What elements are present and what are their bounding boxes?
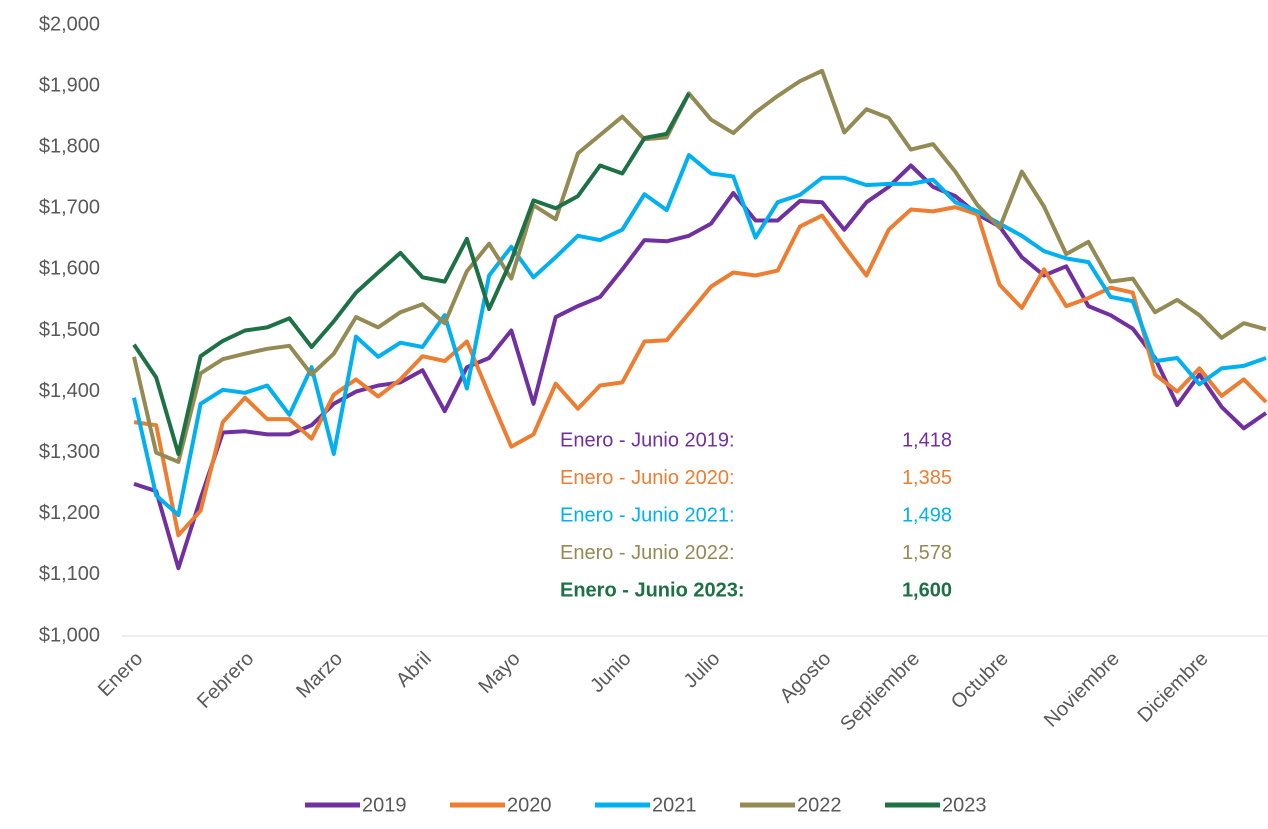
legend-label: 2019 <box>362 794 407 816</box>
y-tick-label: $1,300 <box>39 441 100 463</box>
x-tick-label: Mayo <box>474 648 524 698</box>
x-tick-label: Agosto <box>776 648 836 708</box>
y-tick-label: $1,100 <box>39 563 100 585</box>
y-tick-label: $1,400 <box>39 380 100 402</box>
legend-label: 2022 <box>797 794 842 816</box>
x-tick-label: Julio <box>680 648 725 693</box>
y-tick-label: $1,700 <box>39 197 100 219</box>
x-tick-label: Diciembre <box>1133 648 1212 727</box>
y-tick-label: $1,200 <box>39 502 100 524</box>
legend-label: 2020 <box>507 794 552 816</box>
annotation-label: Enero - Junio 2021: <box>560 504 735 526</box>
annotation-value: 1,578 <box>902 542 952 564</box>
series-line <box>132 153 1267 517</box>
x-tick-label: Junio <box>586 648 635 697</box>
x-tick-label: Noviembre <box>1040 648 1124 732</box>
y-tick-label: $2,000 <box>39 13 100 35</box>
annotation-label: Enero - Junio 2019: <box>560 429 735 451</box>
x-tick-label: Febrero <box>193 648 258 713</box>
y-tick-label: $1,000 <box>39 624 100 646</box>
annotation-value: 1,385 <box>902 467 952 489</box>
annotation-value: 1,498 <box>902 504 952 526</box>
x-tick-label: Marzo <box>292 648 347 703</box>
legend-label: 2021 <box>652 794 697 816</box>
x-tick-label: Abril <box>392 648 436 692</box>
x-tick-label: Octubre <box>947 648 1013 714</box>
y-tick-label: $1,500 <box>39 319 100 341</box>
legend-label: 2023 <box>942 794 987 816</box>
annotation-label: Enero - Junio 2023: <box>560 579 745 601</box>
y-tick-label: $1,900 <box>39 74 100 96</box>
annotation-value: 1,418 <box>902 429 952 451</box>
x-tick-label: Enero <box>94 648 147 701</box>
x-tick-label: Septiembre <box>836 648 924 736</box>
series-line <box>132 92 691 456</box>
y-tick-label: $1,800 <box>39 135 100 157</box>
series-line <box>132 68 1267 464</box>
annotation-label: Enero - Junio 2022: <box>560 542 735 564</box>
annotation-value: 1,600 <box>902 579 952 601</box>
y-tick-label: $1,600 <box>39 258 100 280</box>
annotation-label: Enero - Junio 2020: <box>560 467 735 489</box>
